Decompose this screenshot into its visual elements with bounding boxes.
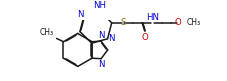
- Text: O: O: [175, 18, 181, 27]
- Text: HN: HN: [146, 13, 159, 22]
- Text: N: N: [77, 10, 83, 19]
- Text: N: N: [98, 60, 105, 69]
- Text: N: N: [98, 31, 105, 40]
- Text: NH: NH: [94, 1, 106, 10]
- Text: S: S: [121, 18, 126, 27]
- Text: N: N: [109, 34, 115, 43]
- Text: O: O: [142, 33, 148, 42]
- Text: CH₃: CH₃: [40, 28, 54, 37]
- Text: CH₃: CH₃: [186, 18, 200, 27]
